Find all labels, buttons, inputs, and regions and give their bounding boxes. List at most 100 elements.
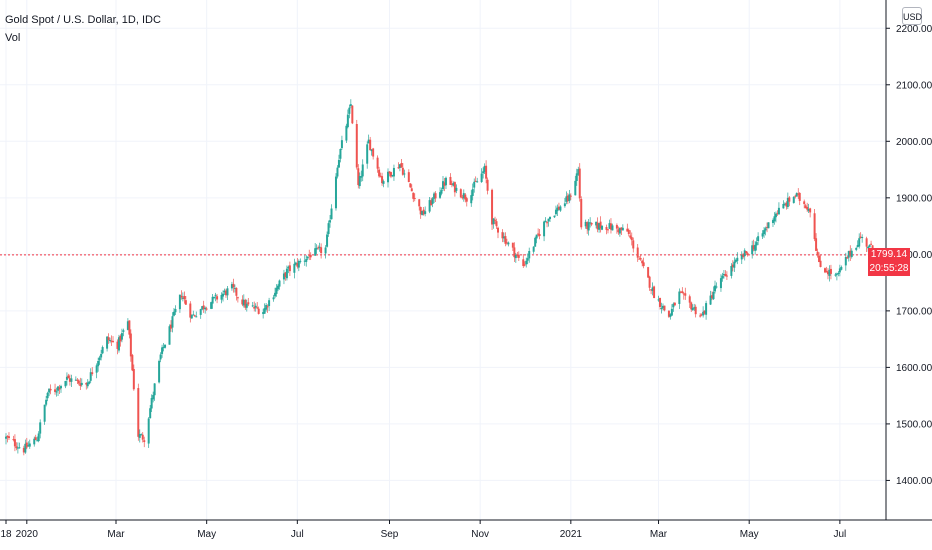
candle-body	[388, 171, 391, 174]
candle-body	[554, 209, 557, 215]
candle-body	[336, 167, 339, 177]
candle-body	[410, 188, 413, 192]
candle-body	[764, 228, 767, 231]
candle-body	[471, 189, 474, 196]
candle-body	[348, 107, 351, 114]
candle-body	[742, 253, 745, 257]
candle-body	[195, 316, 198, 318]
candle-body	[663, 305, 666, 311]
candle-body	[85, 382, 88, 385]
candle-body	[421, 211, 424, 216]
candle-body	[303, 260, 306, 262]
price-tick-label: 1900.00	[896, 193, 932, 204]
candle-body	[184, 300, 187, 305]
chart-legend: Gold Spot / U.S. Dollar, 1D, IDC Vol	[5, 11, 161, 47]
candle-body	[117, 337, 120, 351]
candle-body	[424, 211, 427, 215]
volume-indicator-label[interactable]: Vol	[5, 32, 21, 44]
candle-body	[825, 270, 828, 273]
candle-body	[174, 309, 177, 313]
candle-body	[844, 257, 847, 266]
candle-body	[705, 303, 708, 315]
candle-body	[168, 326, 171, 345]
candle-body	[91, 372, 94, 374]
candle-body	[627, 230, 630, 235]
candle-body	[141, 434, 144, 440]
candle-body	[169, 324, 172, 329]
candle-body	[320, 247, 323, 254]
time-axis[interactable]: 18 2020 Mar May Jul Sep Nov 2021 Mar May Jul	[0, 520, 846, 540]
candle-body	[513, 247, 516, 258]
candle-body	[351, 105, 354, 124]
candle-body	[254, 305, 257, 308]
candle-body	[482, 171, 485, 174]
candle-body	[305, 259, 308, 262]
candle-body	[318, 246, 321, 248]
candle-body	[516, 254, 519, 256]
candle-body	[216, 296, 219, 300]
candle-body	[223, 290, 226, 293]
candle-body	[525, 260, 528, 265]
candle-body	[526, 258, 529, 261]
bar-countdown-badge: 20:55:28	[868, 261, 910, 276]
time-tick-label: 18	[0, 529, 12, 540]
candle-body	[34, 437, 37, 441]
price-axis[interactable]: 1400.00 1500.00 1600.00 1700.00 1800.00 1900.…	[886, 24, 932, 487]
candle-body	[557, 206, 560, 210]
candle-body	[275, 287, 278, 294]
candle-body	[724, 274, 727, 277]
candle-body	[798, 192, 801, 201]
candle-body	[620, 227, 623, 230]
candle-body	[339, 148, 342, 159]
candle-body	[370, 149, 373, 152]
time-tick-label: 2020	[16, 529, 39, 540]
candle-body	[126, 321, 129, 330]
candle-body	[5, 436, 7, 439]
currency-button[interactable]: USD	[902, 7, 922, 25]
candle-body	[18, 447, 21, 449]
candle-body	[743, 250, 746, 257]
candle-body	[544, 220, 547, 222]
candle-body	[693, 307, 696, 309]
candle-body	[511, 242, 514, 248]
candle-body	[494, 219, 497, 221]
candle-body	[549, 216, 552, 220]
symbol-title[interactable]: Gold Spot / U.S. Dollar, 1D, IDC	[5, 14, 161, 26]
candle-body	[855, 247, 858, 250]
candle-body	[68, 378, 71, 382]
candle-body	[355, 124, 358, 168]
candle-body	[327, 223, 330, 235]
candle-body	[788, 197, 791, 202]
candle-body	[202, 305, 205, 310]
candle-body	[453, 182, 456, 193]
candle-body	[462, 193, 465, 199]
candle-body	[611, 225, 614, 231]
candle-body	[684, 293, 687, 296]
candle-body	[714, 285, 717, 292]
candle-body	[192, 314, 195, 316]
candle-body	[745, 251, 748, 254]
candle-body	[514, 254, 517, 259]
candle-body	[660, 308, 663, 310]
candle-body	[440, 190, 443, 194]
candle-body	[523, 264, 526, 266]
candle-body	[412, 192, 415, 199]
candle-body	[483, 166, 486, 172]
candle-body	[795, 192, 798, 197]
candle-body	[357, 168, 360, 186]
candle-body	[138, 434, 141, 438]
candle-body	[256, 307, 259, 309]
candle-body	[95, 365, 98, 373]
candle-body	[659, 297, 662, 307]
candle-body	[132, 369, 135, 390]
candle-body	[80, 382, 83, 385]
candle-body	[725, 275, 728, 277]
candle-body	[699, 315, 702, 317]
candle-body	[205, 308, 208, 310]
candle-body	[422, 209, 425, 215]
candle-body	[672, 303, 675, 308]
candle-body	[681, 291, 684, 294]
candle-body	[507, 242, 510, 245]
candle-body	[67, 375, 70, 379]
